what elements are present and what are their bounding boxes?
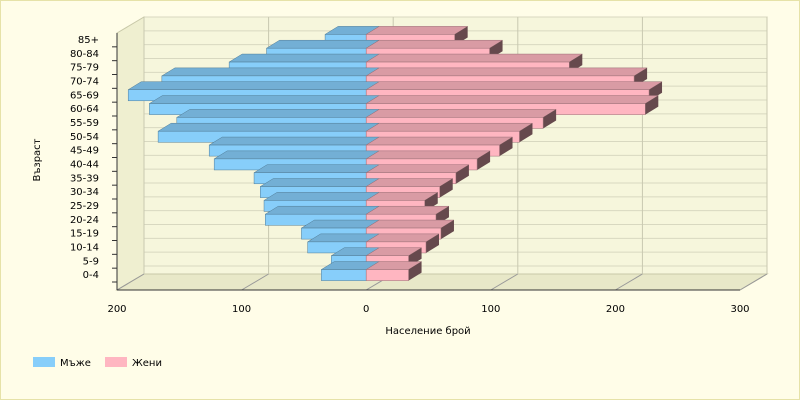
bar bbox=[365, 150, 491, 171]
y-tick-label: 10-14 bbox=[70, 242, 99, 253]
y-tick-label: 55-59 bbox=[70, 118, 99, 129]
bar-side bbox=[426, 233, 440, 253]
bar-side bbox=[408, 261, 422, 281]
bar bbox=[148, 95, 381, 115]
y-tick-label: 35-39 bbox=[70, 173, 99, 184]
bar bbox=[365, 261, 423, 281]
legend-swatch bbox=[33, 357, 55, 367]
bar bbox=[365, 67, 648, 88]
bar bbox=[365, 178, 454, 198]
bar-top bbox=[365, 39, 504, 49]
bar-top bbox=[160, 67, 381, 77]
y-tick-label: 80-84 bbox=[70, 49, 99, 60]
bar-top bbox=[365, 205, 450, 215]
x-tick bbox=[739, 273, 768, 291]
bar bbox=[365, 164, 470, 185]
bar bbox=[365, 219, 455, 240]
y-tick-label: 70-74 bbox=[70, 76, 99, 87]
x-tick bbox=[116, 273, 145, 291]
y-tick-label: 15-19 bbox=[70, 229, 99, 240]
bar-top bbox=[253, 164, 381, 173]
floor bbox=[115, 273, 769, 291]
bar-top bbox=[365, 26, 469, 35]
y-tick-label: 65-69 bbox=[70, 90, 99, 101]
x-tick-label: 200 bbox=[606, 304, 625, 315]
bar-front bbox=[321, 269, 367, 281]
bar-top bbox=[300, 219, 381, 229]
bar-top bbox=[365, 109, 558, 118]
bar bbox=[365, 95, 660, 115]
bar-top bbox=[127, 81, 381, 90]
legend-label: Жени bbox=[132, 358, 162, 369]
bar-top bbox=[365, 122, 534, 132]
bar-top bbox=[264, 205, 381, 215]
y-tick-label: 20-24 bbox=[70, 215, 99, 226]
x-axis-title: Население брой bbox=[385, 326, 470, 337]
bar-top bbox=[365, 95, 660, 104]
bar-top bbox=[157, 122, 381, 132]
y-tick-label: 75-79 bbox=[70, 63, 99, 74]
bar bbox=[365, 233, 440, 254]
bar-side bbox=[477, 150, 491, 170]
y-tick-label: 45-49 bbox=[70, 146, 99, 157]
legend-swatch bbox=[105, 357, 127, 367]
x-tick bbox=[241, 273, 269, 291]
left-wall bbox=[116, 16, 145, 291]
bar-top bbox=[365, 219, 455, 229]
bar-side bbox=[439, 178, 453, 198]
bar-top bbox=[213, 150, 381, 160]
bar-top bbox=[365, 164, 470, 173]
y-axis-title: Възраст bbox=[32, 138, 43, 181]
bar-top bbox=[265, 39, 381, 49]
x-tick-label: 300 bbox=[730, 304, 749, 315]
y-tick-label: 25-29 bbox=[70, 201, 99, 212]
bar bbox=[365, 81, 663, 102]
y-tick-label: 40-44 bbox=[70, 159, 99, 170]
bar-top bbox=[259, 178, 381, 187]
bar-top bbox=[365, 136, 514, 146]
y-tick-label: 85+ bbox=[78, 35, 99, 46]
y-tick-label: 30-34 bbox=[70, 187, 99, 198]
bar bbox=[365, 192, 439, 212]
bar-top bbox=[228, 53, 381, 63]
x-tick-label: 200 bbox=[107, 304, 126, 315]
x-tick-label: 0 bbox=[363, 304, 369, 315]
bar-side bbox=[455, 164, 469, 184]
bar bbox=[320, 261, 381, 281]
bar-top bbox=[365, 67, 648, 77]
bar-top bbox=[208, 136, 381, 146]
x-tick-label: 100 bbox=[481, 304, 500, 315]
bar-top bbox=[365, 53, 584, 63]
y-tick-label: 60-64 bbox=[70, 104, 99, 115]
bar-side bbox=[543, 109, 557, 129]
bar-side bbox=[519, 123, 533, 143]
x-tick bbox=[490, 273, 519, 291]
x-tick-label: 100 bbox=[232, 304, 251, 315]
y-tick-label: 5-9 bbox=[83, 256, 99, 267]
bar-side bbox=[499, 137, 513, 157]
y-tick-label: 50-54 bbox=[70, 132, 99, 143]
bar-top bbox=[365, 81, 663, 90]
bar-front bbox=[365, 269, 409, 281]
bar-top bbox=[263, 192, 381, 201]
x-tick bbox=[615, 273, 643, 291]
bar-top bbox=[365, 178, 454, 187]
bar-side bbox=[440, 220, 454, 240]
y-tick-label: 0-4 bbox=[83, 270, 99, 281]
bar-top bbox=[365, 150, 491, 160]
bar-top bbox=[175, 109, 381, 118]
bar-top bbox=[148, 95, 381, 104]
bar-side bbox=[645, 95, 659, 115]
legend-label: Мъже bbox=[60, 358, 91, 369]
bar bbox=[365, 109, 558, 129]
